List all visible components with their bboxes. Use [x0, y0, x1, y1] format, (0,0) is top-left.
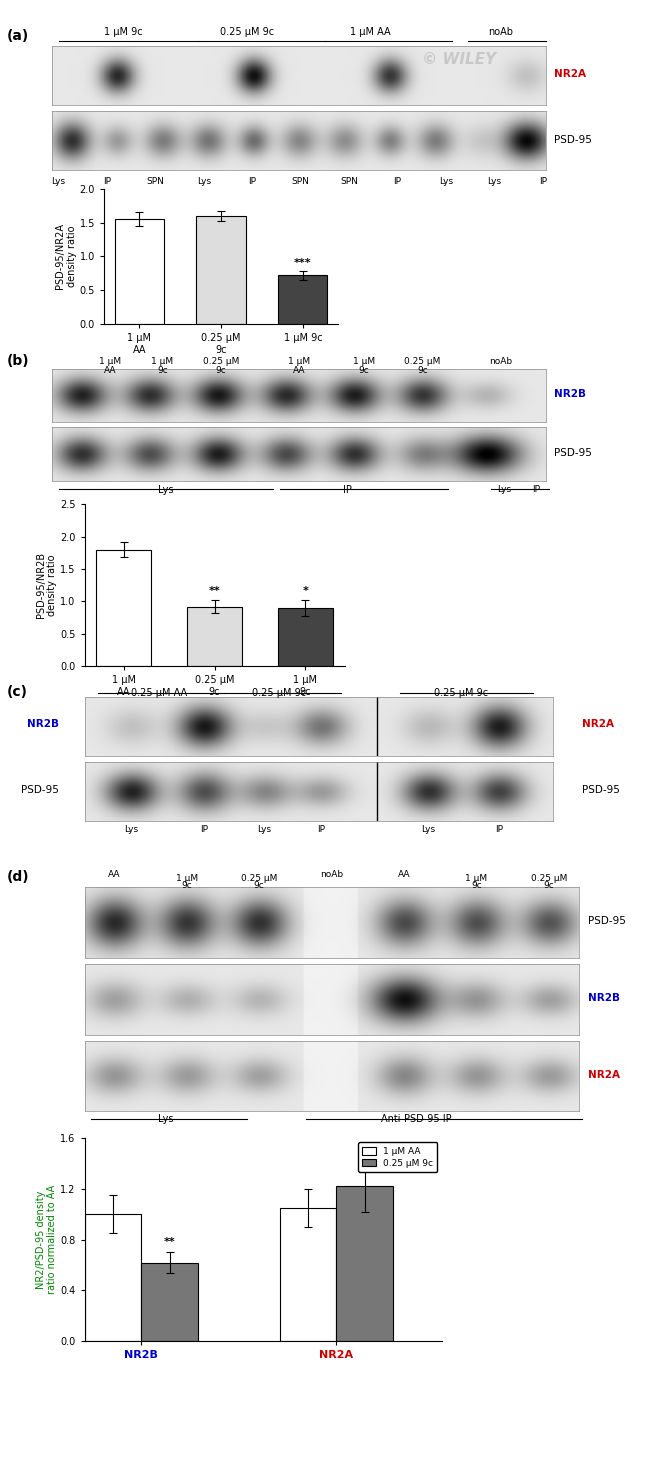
Bar	[96, 550, 151, 666]
Text: NR2A: NR2A	[582, 719, 614, 728]
Bar	[114, 220, 164, 324]
Text: (a): (a)	[6, 29, 29, 43]
Text: IP: IP	[495, 825, 502, 834]
Text: 0.25 μM: 0.25 μM	[203, 357, 239, 366]
Text: 0.25 μM: 0.25 μM	[530, 874, 567, 883]
Text: NR2B: NR2B	[588, 993, 620, 1002]
Text: Lys: Lys	[124, 825, 138, 834]
Legend: 1 μM AA, 0.25 μM 9c: 1 μM AA, 0.25 μM 9c	[358, 1142, 437, 1172]
Text: noAb: noAb	[320, 870, 343, 879]
Text: IP: IP	[393, 177, 402, 186]
Text: © WILEY: © WILEY	[422, 52, 497, 66]
Text: 1 μM AA: 1 μM AA	[350, 27, 391, 37]
Text: 0.25 μM 9c: 0.25 μM 9c	[220, 27, 274, 37]
Text: Lys: Lys	[158, 485, 174, 495]
Text: IP: IP	[248, 177, 256, 186]
Text: PSD-95: PSD-95	[21, 786, 58, 794]
Text: **: **	[164, 1237, 176, 1247]
Text: SPN: SPN	[340, 177, 358, 186]
Bar	[187, 607, 242, 666]
Text: 1 μM: 1 μM	[99, 357, 122, 366]
Bar	[278, 607, 333, 666]
Bar	[84, 1215, 142, 1341]
Text: Anti-PSD-95 IP: Anti-PSD-95 IP	[381, 1114, 451, 1125]
Text: Lys: Lys	[197, 177, 211, 186]
Y-axis label: NR2/PSD-95 density
ratio normalized to AA: NR2/PSD-95 density ratio normalized to A…	[36, 1185, 57, 1294]
Text: 0.25 μM 9c: 0.25 μM 9c	[434, 688, 489, 699]
Text: 1 μM: 1 μM	[288, 357, 310, 366]
Text: 0.25 μM: 0.25 μM	[404, 357, 441, 366]
Text: 9c: 9c	[181, 881, 192, 890]
Text: (b): (b)	[6, 354, 29, 367]
Text: PSD-95: PSD-95	[588, 917, 626, 926]
Text: PSD-95: PSD-95	[554, 448, 592, 457]
Text: Lys: Lys	[488, 177, 501, 186]
Text: Lys: Lys	[497, 485, 511, 494]
Bar	[196, 215, 246, 324]
Text: AA: AA	[108, 870, 120, 879]
Text: 0.25 μM: 0.25 μM	[241, 874, 278, 883]
Text: PSD-95: PSD-95	[582, 786, 619, 794]
Text: Lys: Lys	[51, 177, 66, 186]
Y-axis label: PSD-95/NR2A
density ratio: PSD-95/NR2A density ratio	[55, 224, 77, 289]
Text: 1 μM: 1 μM	[465, 874, 488, 883]
Text: ***: ***	[294, 258, 311, 268]
Text: (d): (d)	[6, 870, 29, 883]
Text: AA: AA	[104, 366, 117, 374]
Text: 9c: 9c	[254, 881, 265, 890]
Text: 1 μM 9c: 1 μM 9c	[104, 27, 143, 37]
Text: (c): (c)	[6, 685, 27, 699]
Text: IP: IP	[539, 177, 547, 186]
Bar	[337, 1187, 393, 1341]
Bar	[278, 276, 328, 324]
Text: IP: IP	[317, 825, 325, 834]
Text: IP: IP	[532, 485, 540, 494]
Text: PSD-95: PSD-95	[554, 136, 592, 144]
Bar	[142, 1263, 198, 1341]
Text: 1 μM: 1 μM	[176, 874, 198, 883]
Text: Lys: Lys	[421, 825, 436, 834]
Text: Lys: Lys	[439, 177, 453, 186]
Text: *: *	[302, 587, 308, 595]
Text: 0.25 μM AA: 0.25 μM AA	[131, 688, 187, 699]
Text: 0.25 μM 9c: 0.25 μM 9c	[252, 688, 307, 699]
Text: Lys: Lys	[257, 825, 272, 834]
Text: IP: IP	[343, 485, 352, 495]
Y-axis label: PSD-95/NR2B
density ratio: PSD-95/NR2B density ratio	[36, 553, 57, 618]
Text: IP: IP	[103, 177, 111, 186]
Text: NR2B: NR2B	[27, 719, 58, 728]
Text: SPN: SPN	[146, 177, 164, 186]
Text: AA: AA	[398, 870, 410, 879]
Text: NR2A: NR2A	[554, 69, 586, 78]
Text: 1 μM: 1 μM	[151, 357, 174, 366]
Text: Lys: Lys	[158, 1114, 174, 1125]
Text: 1 μM: 1 μM	[353, 357, 375, 366]
Text: 9c: 9c	[157, 366, 168, 374]
Text: IP: IP	[200, 825, 208, 834]
Text: 9c: 9c	[216, 366, 226, 374]
Text: AA: AA	[292, 366, 306, 374]
Text: noAb: noAb	[488, 27, 513, 37]
Text: 9c: 9c	[543, 881, 554, 890]
Text: **: **	[209, 587, 220, 595]
Text: 9c: 9c	[359, 366, 369, 374]
Text: noAb: noAb	[489, 357, 512, 366]
Text: 9c: 9c	[417, 366, 428, 374]
Bar	[280, 1207, 337, 1341]
Text: SPN: SPN	[292, 177, 309, 186]
Text: NR2A: NR2A	[588, 1070, 620, 1079]
Text: NR2B: NR2B	[554, 389, 586, 398]
Text: 9c: 9c	[471, 881, 482, 890]
